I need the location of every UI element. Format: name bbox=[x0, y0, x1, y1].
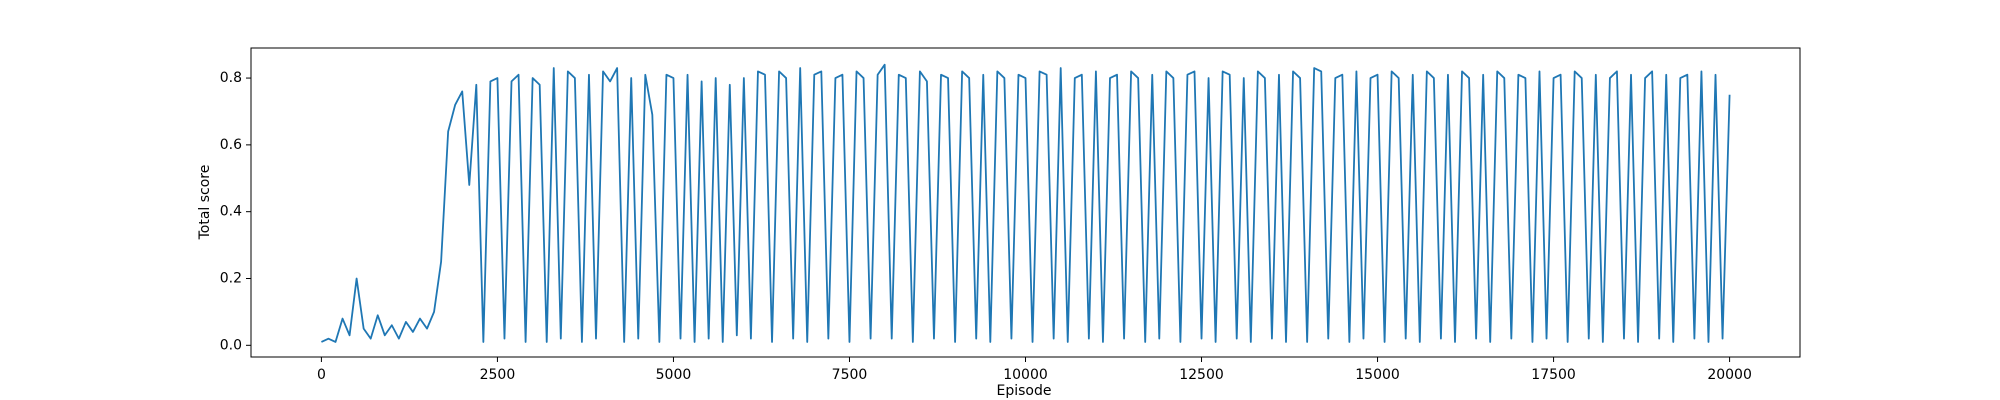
x-tick-label: 17500 bbox=[1531, 367, 1576, 383]
x-tick-label: 0 bbox=[317, 367, 326, 383]
x-tick-label: 20000 bbox=[1707, 367, 1752, 383]
plot-frame bbox=[250, 47, 1801, 358]
y-tick-label: 0.2 bbox=[220, 270, 242, 286]
x-axis-label: Episode bbox=[997, 383, 1052, 399]
y-tick-label: 0.6 bbox=[220, 137, 242, 153]
y-tick-label: 0.0 bbox=[220, 337, 242, 353]
x-tick-label: 7500 bbox=[832, 367, 868, 383]
y-axis-label: Total score bbox=[197, 165, 213, 241]
x-tick-label: 15000 bbox=[1355, 367, 1400, 383]
y-tick-label: 0.8 bbox=[220, 70, 242, 86]
x-tick-label: 12500 bbox=[1179, 367, 1224, 383]
series-line bbox=[321, 63, 1731, 343]
x-tick-label: 5000 bbox=[656, 367, 692, 383]
y-tick-label: 0.4 bbox=[220, 204, 242, 220]
x-tick-label: 10000 bbox=[1003, 367, 1048, 383]
x-tick-label: 2500 bbox=[480, 367, 516, 383]
